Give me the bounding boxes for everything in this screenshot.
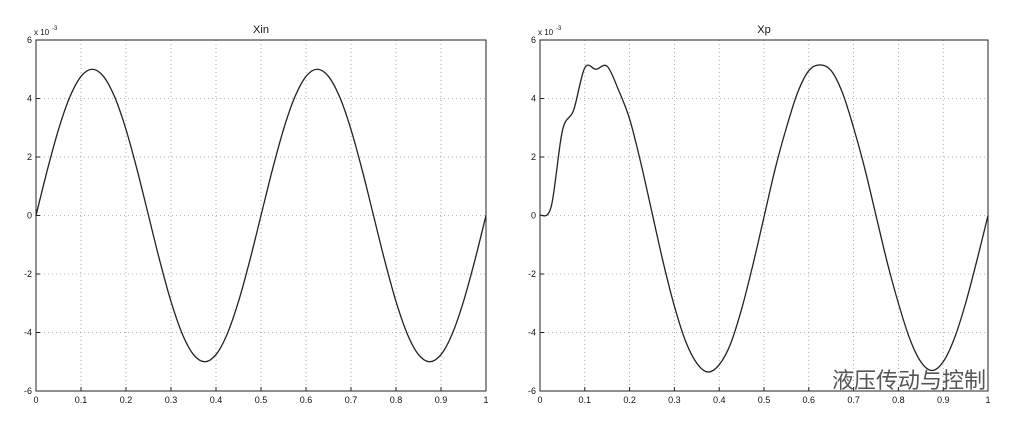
x-tick-label: 0.3 [165, 395, 178, 405]
y-tick-label: 2 [27, 152, 32, 162]
x-tick-label: 0.2 [120, 395, 133, 405]
y-tick-label: 6 [27, 35, 32, 45]
x-tick-label: 0 [537, 395, 542, 405]
y-tick-label: 4 [531, 94, 536, 104]
watermark: 液压传动与控制 [832, 369, 986, 394]
x-tick-label: 0.7 [847, 395, 860, 405]
y-tick-label: -6 [528, 386, 536, 396]
y-tick-label: -4 [528, 328, 536, 338]
x-tick-label: 0.4 [210, 395, 223, 405]
y-tick-label: 4 [27, 94, 32, 104]
x-tick-label: 0.9 [937, 395, 950, 405]
line-series [539, 64, 989, 373]
x-tick-label: 1 [985, 395, 990, 405]
y-tick-label: -6 [24, 386, 32, 396]
y-tick-label: -2 [24, 269, 32, 279]
y-tick-label: 6 [531, 35, 536, 45]
chart-title: Xin [253, 24, 269, 36]
y-tick-label: 0 [531, 211, 536, 221]
y-scale-exponent: -3 [556, 26, 562, 32]
x-tick-label: 0.8 [390, 395, 403, 405]
y-scale-exponent: -3 [52, 26, 58, 32]
x-tick-label: 0.3 [668, 395, 681, 405]
x-tick-label: 0.4 [713, 395, 726, 405]
y-tick-label: -2 [528, 269, 536, 279]
x-tick-label: 0.9 [435, 395, 448, 405]
x-tick-label: 0.5 [758, 395, 771, 405]
y-scale-label: x 10 [538, 28, 554, 37]
x-tick-label: 1 [483, 395, 488, 405]
y-tick-label: -4 [24, 328, 32, 338]
x-tick-label: 0.1 [75, 395, 88, 405]
x-tick-label: 0 [33, 395, 38, 405]
x-tick-label: 0.2 [623, 395, 636, 405]
x-tick-label: 0.8 [892, 395, 905, 405]
y-tick-label: 2 [531, 152, 536, 162]
x-tick-label: 0.7 [345, 395, 358, 405]
y-tick-label: 0 [27, 211, 32, 221]
x-tick-label: 0.6 [803, 395, 816, 405]
x-tick-label: 0.1 [579, 395, 592, 405]
line-series [35, 68, 487, 363]
x-tick-label: 0.6 [300, 395, 313, 405]
chart-title: Xp [757, 24, 770, 36]
y-scale-label: x 10 [34, 28, 50, 37]
x-tick-label: 0.5 [255, 395, 268, 405]
